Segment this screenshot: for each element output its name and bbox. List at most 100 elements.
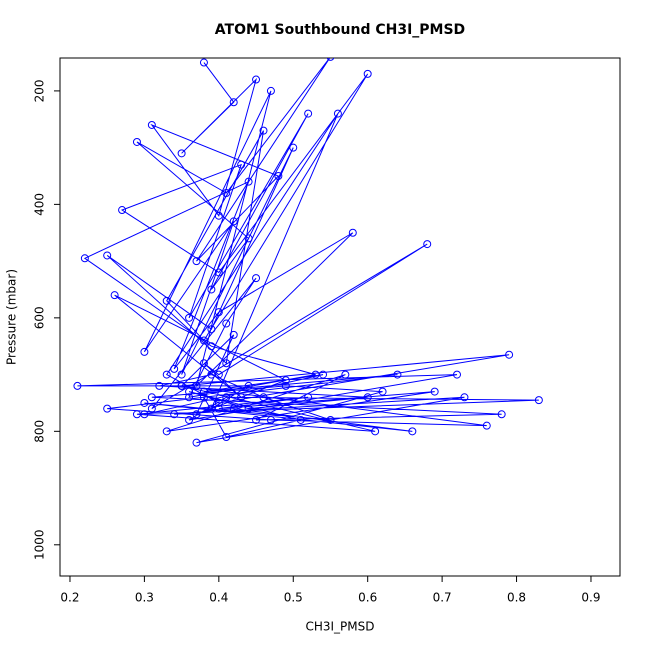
data-point <box>244 177 253 186</box>
data-point <box>333 109 342 118</box>
data-point <box>378 387 387 396</box>
y-tick-label: 1000 <box>33 530 47 561</box>
data-point <box>244 381 253 390</box>
data-point <box>199 387 208 396</box>
data-point <box>207 342 216 351</box>
data-point <box>222 189 231 198</box>
data-point <box>170 364 179 373</box>
data-point <box>393 370 402 379</box>
data-point <box>371 427 380 436</box>
data-point <box>162 370 171 379</box>
data-point <box>214 404 223 413</box>
data-point <box>259 393 268 402</box>
data-point <box>222 432 231 441</box>
data-point <box>80 254 89 263</box>
data-point <box>192 438 201 447</box>
y-tick-label: 400 <box>33 193 47 216</box>
x-tick-label: 0.8 <box>507 591 526 605</box>
y-tick-label: 600 <box>33 306 47 329</box>
data-point <box>185 415 194 424</box>
x-tick-label: 0.7 <box>433 591 452 605</box>
data-point <box>162 427 171 436</box>
data-point <box>199 359 208 368</box>
y-axis-label: Pressure (mbar) <box>5 269 19 365</box>
data-point <box>192 410 201 419</box>
data-point <box>363 69 372 78</box>
data-point <box>505 350 514 359</box>
plot-box <box>59 57 621 577</box>
data-point <box>132 410 141 419</box>
data-point <box>207 325 216 334</box>
data-point <box>423 240 432 249</box>
y-tick-label: 200 <box>33 79 47 102</box>
data-point <box>408 427 417 436</box>
data-point <box>192 257 201 266</box>
data-point <box>199 336 208 345</box>
data-point <box>244 404 253 413</box>
x-tick-label: 0.4 <box>209 591 228 605</box>
data-point <box>289 143 298 152</box>
data-point <box>222 359 231 368</box>
data-point <box>140 347 149 356</box>
x-tick-label: 0.3 <box>135 591 154 605</box>
data-point <box>207 285 216 294</box>
data-point <box>155 381 164 390</box>
data-point <box>252 75 261 84</box>
data-point <box>497 410 506 419</box>
data-point <box>147 393 156 402</box>
data-point <box>192 381 201 390</box>
data-point <box>482 421 491 430</box>
data-point <box>214 268 223 277</box>
data-point <box>140 398 149 407</box>
data-point <box>281 381 290 390</box>
data-point <box>296 415 305 424</box>
data-point <box>214 211 223 220</box>
data-point <box>214 398 223 407</box>
data-point <box>110 291 119 300</box>
data-point <box>244 234 253 243</box>
data-point <box>199 393 208 402</box>
data-point <box>252 274 261 283</box>
data-point <box>281 376 290 385</box>
x-axis-label: CH3I_PMSD <box>305 620 374 634</box>
data-point <box>274 172 283 181</box>
data-point <box>147 120 156 129</box>
data-point <box>177 370 186 379</box>
data-point <box>259 126 268 135</box>
data-point <box>430 387 439 396</box>
data-point <box>266 86 275 95</box>
data-point <box>252 415 261 424</box>
data-point <box>170 410 179 419</box>
data-point <box>229 217 238 226</box>
data-point <box>103 404 112 413</box>
data-point <box>229 98 238 107</box>
data-point <box>185 313 194 322</box>
data-point <box>326 58 335 61</box>
x-tick-label: 0.5 <box>284 591 303 605</box>
data-point <box>177 381 186 390</box>
data-point <box>177 149 186 158</box>
data-point <box>534 396 543 405</box>
data-point <box>185 387 194 396</box>
data-point <box>237 160 246 169</box>
data-point <box>103 251 112 260</box>
data-point <box>460 393 469 402</box>
data-point <box>319 370 328 379</box>
data-point <box>348 228 357 237</box>
plot-area <box>73 58 543 447</box>
data-point <box>304 109 313 118</box>
data-point <box>162 296 171 305</box>
data-point <box>132 137 141 146</box>
data-point <box>222 319 231 328</box>
data-point <box>207 370 216 379</box>
data-point <box>453 370 462 379</box>
data-point <box>73 381 82 390</box>
data-point <box>214 308 223 317</box>
data-point <box>304 393 313 402</box>
data-point <box>222 393 231 402</box>
data-point <box>341 370 350 379</box>
x-tick-label: 0.6 <box>358 591 377 605</box>
data-point <box>363 393 372 402</box>
